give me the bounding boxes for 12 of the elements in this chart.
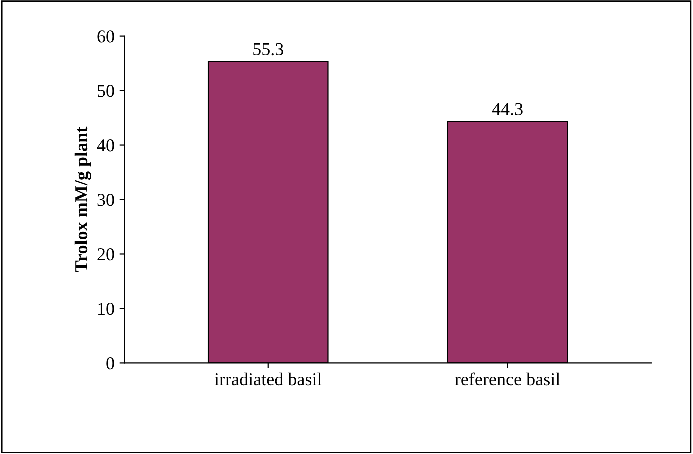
y-tick-label: 50	[98, 85, 114, 98]
x-tick-label: reference basil	[455, 372, 560, 386]
y-tick-label: 60	[98, 30, 114, 43]
y-axis-title: Trolox mM/g plant	[74, 126, 92, 272]
y-tick-label: 20	[98, 248, 114, 261]
y-tick-label: 30	[98, 194, 114, 206]
data-label: 55.3	[254, 43, 284, 56]
y-tick-label: 0	[106, 357, 114, 370]
y-tick-label: 10	[98, 302, 114, 316]
x-tick-label: irradiated basil	[214, 372, 322, 386]
y-tick-label: 40	[97, 140, 114, 152]
data-label: 44.3	[492, 103, 523, 116]
